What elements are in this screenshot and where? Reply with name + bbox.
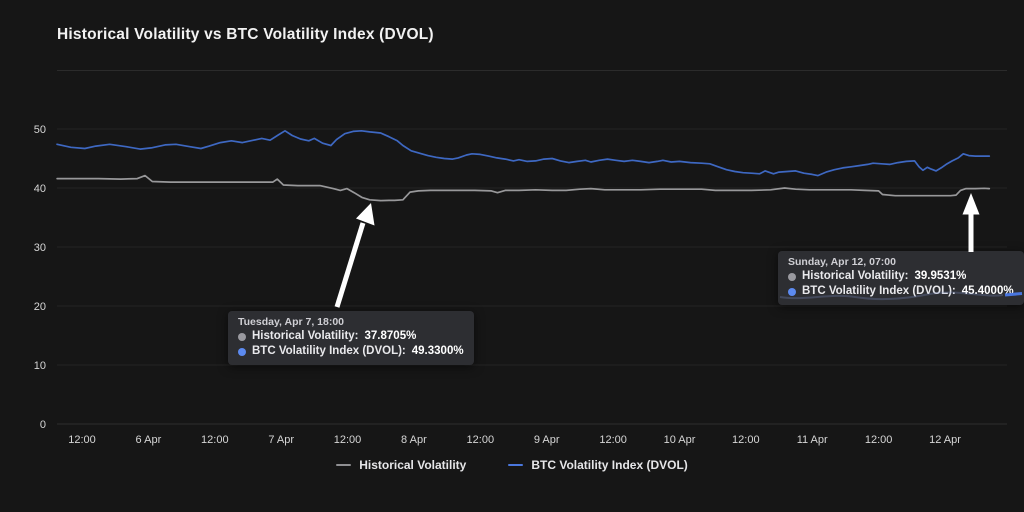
x-tick-label: 9 Apr <box>534 434 560 446</box>
tooltip-row-dvol: BTC Volatility Index (DVOL): 49.3300% <box>238 344 464 359</box>
x-tick-label: 12:00 <box>467 434 495 446</box>
x-tick-label: 11 Apr <box>797 434 828 446</box>
dvol-dot-icon <box>238 347 246 356</box>
historical-dot-icon <box>788 272 796 281</box>
x-tick-label: 12:00 <box>68 434 96 446</box>
historical-line-swatch-icon <box>336 464 352 466</box>
x-tick-label: 12 Apr <box>929 434 961 446</box>
tooltip-row-value: 45.4000% <box>961 285 1014 297</box>
y-tick-label: 30 <box>34 242 46 254</box>
tooltip-row-label: Historical Volatility: <box>252 330 359 342</box>
dvol-dot-icon <box>788 287 796 296</box>
dvol-line-swatch-icon <box>508 464 524 466</box>
x-tick-label: 12:00 <box>201 434 229 446</box>
x-tick-label: 7 Apr <box>268 434 294 446</box>
x-tick-label: 12:00 <box>732 434 760 446</box>
y-tick-label: 40 <box>34 183 46 195</box>
x-tick-label: 12:00 <box>599 434 627 446</box>
tooltip-row-value: 37.8705% <box>364 330 417 342</box>
y-tick-label: 0 <box>40 419 46 431</box>
chart-title: Historical Volatility vs BTC Volatility … <box>57 26 434 43</box>
series-line-dvol[interactable] <box>56 129 991 177</box>
y-tick-label: 20 <box>34 301 46 313</box>
tooltip-date: Sunday, Apr 12, 07:00 <box>788 256 896 268</box>
x-tick-label: 6 Apr <box>136 434 162 446</box>
tooltip-apr12: Sunday, Apr 12, 07:00 Historical Volatil… <box>778 251 1024 305</box>
tooltip-row-dvol: BTC Volatility Index (DVOL): 45.4000% <box>788 284 1014 299</box>
legend-item-btc-volatility-index[interactable]: BTC Volatility Index (DVOL) <box>508 458 688 472</box>
tooltip-row-label: BTC Volatility Index (DVOL): <box>802 285 956 297</box>
legend-label: BTC Volatility Index (DVOL) <box>531 458 688 472</box>
legend-item-historical-volatility[interactable]: Historical Volatility <box>336 458 466 472</box>
title-divider <box>57 70 1007 71</box>
tooltip-row-value: 49.3300% <box>411 345 464 357</box>
x-tick-label: 8 Apr <box>401 434 427 446</box>
legend-label: Historical Volatility <box>359 458 467 472</box>
y-tick-label: 10 <box>34 360 46 372</box>
tooltip-date: Tuesday, Apr 7, 18:00 <box>238 316 345 328</box>
tooltip-row-label: BTC Volatility Index (DVOL): <box>252 345 406 357</box>
x-tick-label: 12:00 <box>865 434 893 446</box>
legend: Historical Volatility BTC Volatility Ind… <box>0 458 1024 472</box>
tooltip-row-value: 39.9531% <box>914 270 967 282</box>
tooltip-row-historical: Historical Volatility: 39.9531% <box>788 269 1014 284</box>
tooltip-row-label: Historical Volatility: <box>802 270 909 282</box>
historical-dot-icon <box>238 332 246 341</box>
tooltip-row-historical: Historical Volatility: 37.8705% <box>238 329 464 344</box>
x-tick-label: 10 Apr <box>664 434 696 446</box>
x-tick-label: 12:00 <box>334 434 362 446</box>
tooltip-apr7: Tuesday, Apr 7, 18:00 Historical Volatil… <box>228 311 474 365</box>
y-tick-label: 50 <box>34 124 46 136</box>
series-line-historical-volatility[interactable] <box>56 174 991 202</box>
